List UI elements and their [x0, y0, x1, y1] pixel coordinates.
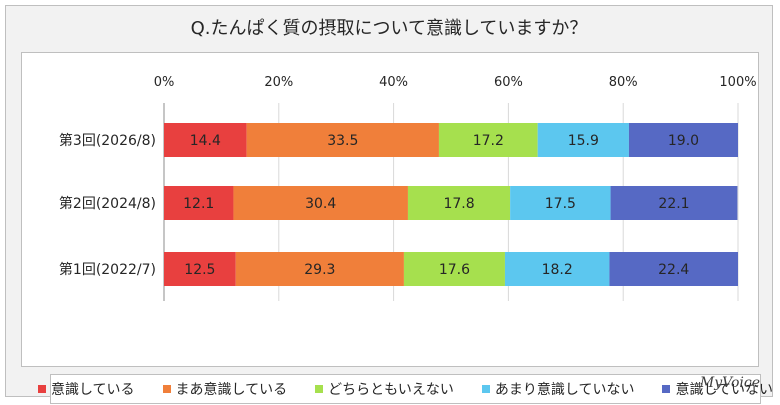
bar-segment	[235, 252, 404, 286]
legend-item: どちらともいえない	[315, 379, 454, 399]
bar-segment	[537, 123, 629, 157]
stacked-bar-chart: 0% 20% 40% 60% 80% 100% 第3回(2026/8) 14.4 33.5 17.…	[59, 75, 757, 301]
legend-swatch	[315, 385, 324, 393]
data-label: 22.1	[658, 196, 689, 212]
data-label: 22.4	[658, 262, 689, 278]
data-label: 19.0	[668, 133, 699, 149]
legend-swatch	[662, 385, 671, 393]
bar-segment	[246, 123, 439, 157]
x-tick-label: 100%	[719, 75, 756, 90]
data-label: 17.6	[439, 262, 470, 278]
legend-label: まあ意識している	[175, 382, 288, 398]
data-label: 12.5	[184, 262, 215, 278]
x-tick-label: 80%	[609, 75, 638, 90]
data-label: 17.2	[473, 133, 504, 149]
data-label: 30.4	[305, 196, 336, 212]
data-label: 29.3	[304, 262, 335, 278]
bar-segment	[610, 186, 738, 220]
data-label: 14.4	[190, 133, 221, 149]
bar-segment	[438, 123, 538, 157]
bar-segment	[403, 252, 505, 286]
data-label: 17.8	[443, 196, 474, 212]
bar-segment	[609, 252, 738, 286]
chart-title: Q.たんぱく質の摂取について意識していますか？	[190, 18, 588, 39]
legend-label: 意識している	[50, 382, 135, 398]
x-tick-label: 0%	[154, 75, 175, 90]
data-label: 33.5	[327, 133, 358, 149]
bar-segment	[164, 252, 236, 286]
legend-item: まあ意識している	[162, 379, 288, 399]
bar-segment	[164, 186, 234, 220]
legend-label: 意識していない	[675, 382, 774, 398]
bar-segment	[628, 123, 738, 157]
legend-label: あまり意識していない	[494, 382, 635, 398]
data-label: 18.2	[542, 262, 573, 278]
category-label: 第2回(2024/8)	[59, 195, 156, 212]
plot-area: 0% 20% 40% 60% 80% 100% 第3回(2026/8) 14.4 33.5 17.…	[21, 52, 773, 404]
legend-swatch	[481, 385, 490, 393]
x-tick-label: 60%	[494, 75, 523, 90]
bar-segment	[504, 252, 610, 286]
bar-segment	[233, 186, 408, 220]
legend-item: あまり意識していない	[481, 379, 635, 399]
legend: 意識している まあ意識している どちらともいえない あまり意識していない 意識していない	[37, 374, 773, 404]
data-label: 15.9	[568, 133, 599, 149]
legend-label: どちらともいえない	[328, 382, 454, 398]
bar-segment	[407, 186, 511, 220]
legend-swatch	[37, 385, 46, 393]
category-label: 第3回(2026/8)	[59, 132, 156, 149]
x-tick-label: 40%	[379, 75, 408, 90]
x-tick-label: 20%	[264, 75, 293, 90]
bar-segment	[164, 123, 247, 157]
bar-segment	[510, 186, 611, 220]
chart-frame: Q.たんぱく質の摂取について意識していますか？ 0% 20% 40% 60% 80% 10…	[5, 5, 773, 404]
legend-item: 意識している	[37, 379, 135, 399]
data-label: 17.5	[545, 196, 576, 212]
data-label: 12.1	[183, 196, 214, 212]
category-label: 第1回(2022/7)	[59, 261, 156, 278]
legend-swatch	[162, 385, 171, 393]
brand-logo: MyVoice	[699, 375, 760, 391]
legend-item: 意識していない	[662, 379, 773, 399]
